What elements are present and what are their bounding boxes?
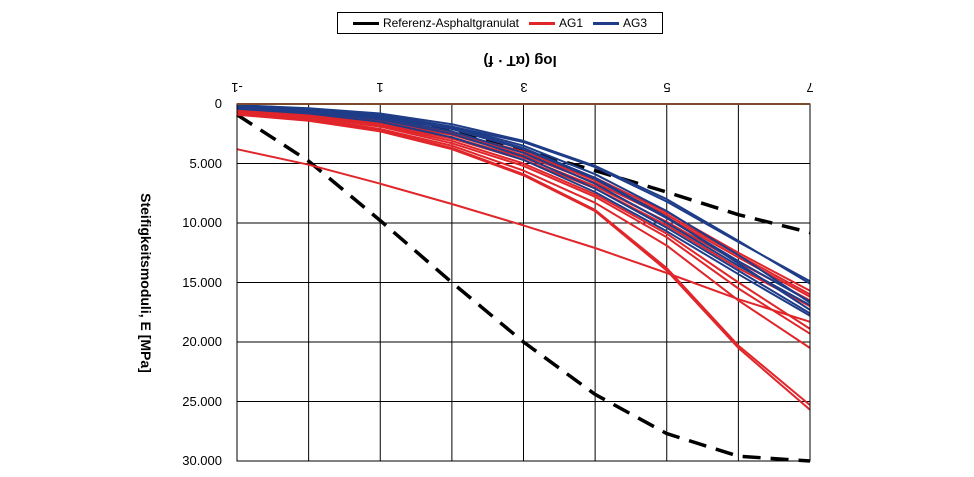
legend-item: AG1	[529, 16, 583, 30]
series-lines	[236, 103, 811, 463]
x-tick-label: 1	[376, 80, 384, 95]
legend-label: Referenz-Asphaltgranulat	[382, 16, 520, 30]
legend-item: Referenz-Asphaltgranulat	[352, 16, 520, 30]
x-tick-label: -1	[231, 80, 243, 95]
y-tick-label: 30.000	[182, 453, 222, 468]
legend-label: AG1	[559, 16, 584, 30]
series-line-ag3-17	[236, 106, 811, 315]
series-line-ag1-7	[236, 109, 811, 330]
legend: Referenz-Asphaltgranulat AG1 AG3	[337, 12, 663, 34]
legend-swatch	[352, 21, 379, 25]
x-tick-label: 7	[806, 80, 814, 95]
y-tick-label: 25.000	[182, 393, 222, 409]
plot-frame	[236, 103, 811, 462]
legend-swatch	[529, 21, 556, 25]
series-line-ag3-20	[236, 105, 811, 303]
legend-swatch	[593, 21, 620, 25]
y-tick-label: 15.000	[182, 274, 222, 290]
legend-item: AG3	[593, 16, 647, 30]
y-axis-title: Steifigkeitsmoduli, E [MPa]	[138, 193, 154, 373]
series-line-ag1-3	[236, 113, 811, 411]
series-line-ag1-5	[236, 111, 811, 349]
series-line-ag1-4	[236, 112, 811, 406]
series-line-ag1-6	[236, 110, 811, 335]
y-tick-label: 20.000	[182, 334, 222, 349]
y-tick-label: 0	[214, 96, 222, 111]
series-line-referenz-asphaltgranulat-0	[236, 113, 811, 463]
series-line-ag1-2	[236, 148, 811, 323]
y-tick-label: 10.000	[182, 215, 222, 230]
y-tick-label: 5.000	[189, 155, 222, 171]
x-tick-label: 5	[663, 80, 671, 95]
x-axis-title: log (αT · f)	[483, 52, 557, 69]
legend-label: AG3	[623, 16, 648, 30]
series-line-ag3-18	[236, 107, 811, 317]
x-tick-label: 3	[519, 80, 528, 95]
